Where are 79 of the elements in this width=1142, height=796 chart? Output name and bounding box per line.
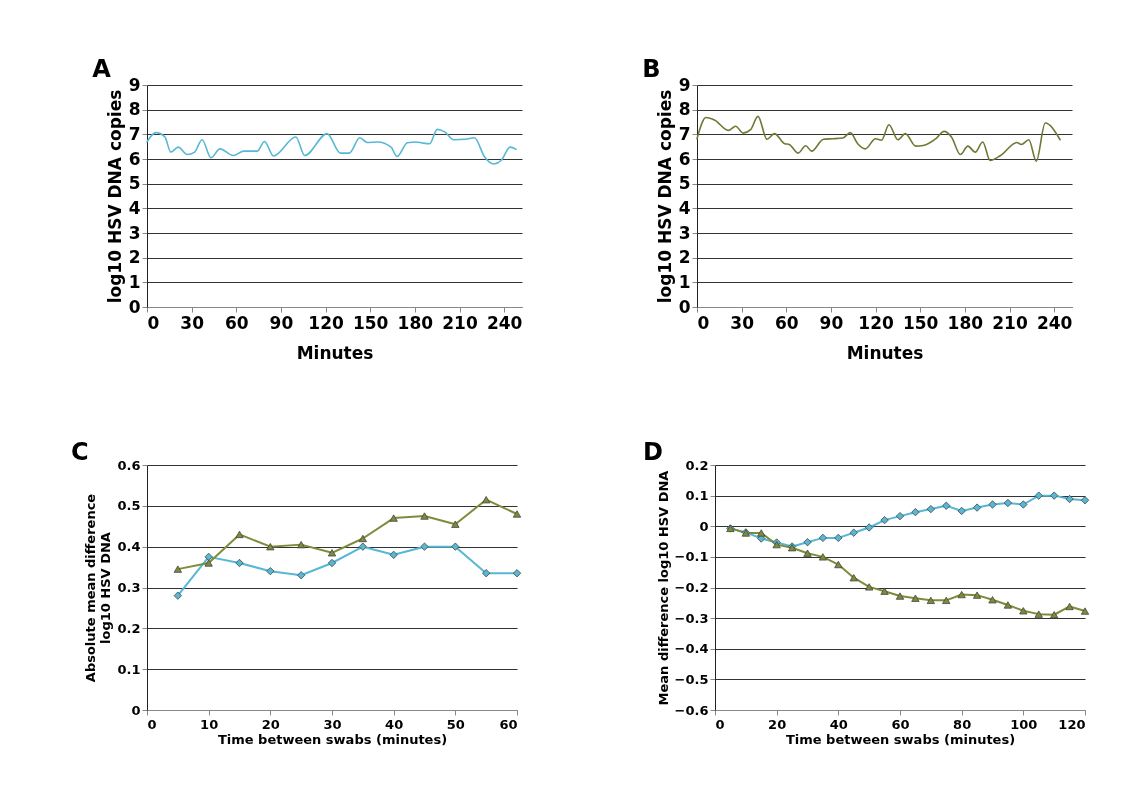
x-tick-label: 60 — [499, 716, 518, 732]
y-tick-label: 0.3 — [117, 580, 141, 595]
x-tick-label: 210 — [442, 312, 478, 333]
x-tick-label: 30 — [180, 312, 205, 333]
x-tick-label: 100 — [1010, 716, 1038, 732]
y-tick-label: 2 — [128, 247, 141, 268]
x-tick-label: 240 — [486, 312, 523, 333]
y-tick-label: 2 — [678, 247, 691, 268]
x-tick-label: 180 — [397, 312, 434, 333]
y-axis-title: Mean difference log10 HSV DNA — [655, 470, 671, 706]
x-tick-label: 90 — [819, 312, 844, 333]
x-tick-label: 60 — [774, 312, 799, 333]
chart-title: C — [70, 438, 89, 466]
y-tick-label: −0.4 — [674, 641, 709, 657]
x-tick-label: 120 — [308, 312, 344, 333]
y-axis-title: log10 HSV DNA copies — [104, 89, 125, 304]
x-tick-label: 40 — [385, 716, 404, 732]
y-tick-label: 0.5 — [117, 498, 141, 514]
x-tick-label: 150 — [352, 312, 389, 333]
chart-title: B — [642, 55, 661, 83]
y-tick-label: 3 — [678, 222, 691, 243]
y-axis-title: log10 HSV DNA copies — [654, 89, 675, 304]
y-tick-label: −0.6 — [674, 702, 709, 718]
x-tick-label: 10 — [200, 716, 219, 732]
x-tick-label: 60 — [224, 312, 249, 333]
y-tick-label: 7 — [128, 123, 141, 144]
x-tick-label: 150 — [902, 312, 939, 333]
y-tick-label: 1 — [678, 271, 691, 292]
x-tick-label: 0 — [715, 716, 725, 732]
x-tick-label: 0 — [147, 312, 160, 333]
y-axis-title: Absolute mean difference log10 HSV DNA — [83, 493, 114, 683]
y-tick-label: 9 — [128, 74, 141, 95]
x-axis-title: Time between swabs (minutes) — [217, 731, 448, 747]
y-tick-label: −0.3 — [674, 610, 709, 626]
y-tick-label: 0 — [131, 702, 141, 718]
x-tick-label: 20 — [768, 716, 787, 732]
y-tick-label: 6 — [678, 148, 691, 169]
x-tick-label: 210 — [992, 312, 1028, 333]
y-tick-label: 0 — [128, 296, 141, 317]
y-tick-label: 0.2 — [117, 620, 141, 636]
x-tick-label: 120 — [1058, 716, 1086, 732]
x-axis-title: Minutes — [296, 342, 374, 363]
y-tick-label: 1 — [128, 271, 141, 292]
y-tick-label: −0.5 — [674, 671, 709, 687]
y-tick-label: 6 — [128, 148, 141, 169]
x-tick-label: 60 — [891, 716, 910, 732]
y-tick-label: 0.2 — [685, 457, 709, 473]
x-tick-label: 240 — [1036, 312, 1073, 333]
x-tick-label: 90 — [269, 312, 294, 333]
x-tick-label: 80 — [953, 716, 972, 732]
y-tick-label: 0.1 — [117, 661, 141, 677]
x-tick-label: 50 — [446, 716, 465, 732]
y-tick-label: 9 — [678, 74, 691, 95]
x-tick-label: 40 — [829, 716, 848, 732]
x-axis-title: Time between swabs (minutes) — [785, 731, 1016, 747]
x-tick-label: 30 — [730, 312, 755, 333]
y-tick-label: 0.6 — [117, 457, 141, 473]
y-tick-label: 8 — [128, 99, 141, 120]
x-tick-label: 0 — [147, 716, 157, 732]
x-tick-label: 30 — [323, 716, 342, 732]
y-tick-label: 0.1 — [685, 488, 709, 504]
x-tick-label: 20 — [261, 716, 280, 732]
y-tick-label: 5 — [128, 173, 141, 194]
y-tick-label: 8 — [678, 99, 691, 120]
x-tick-label: 180 — [947, 312, 984, 333]
y-tick-label: 0 — [699, 518, 709, 534]
y-tick-label: 7 — [678, 123, 691, 144]
x-tick-label: 120 — [858, 312, 894, 333]
chart-title: A — [92, 55, 112, 83]
x-axis-title: Minutes — [846, 342, 924, 363]
y-tick-label: 3 — [128, 222, 141, 243]
chart-title: D — [643, 438, 663, 466]
y-tick-label: 0.4 — [117, 539, 141, 555]
y-tick-label: −0.2 — [674, 580, 709, 595]
y-tick-label: 4 — [128, 197, 141, 218]
y-tick-label: −0.1 — [674, 549, 709, 565]
y-tick-label: 5 — [678, 173, 691, 194]
y-tick-label: 0 — [678, 296, 691, 317]
y-tick-label: 4 — [678, 197, 691, 218]
